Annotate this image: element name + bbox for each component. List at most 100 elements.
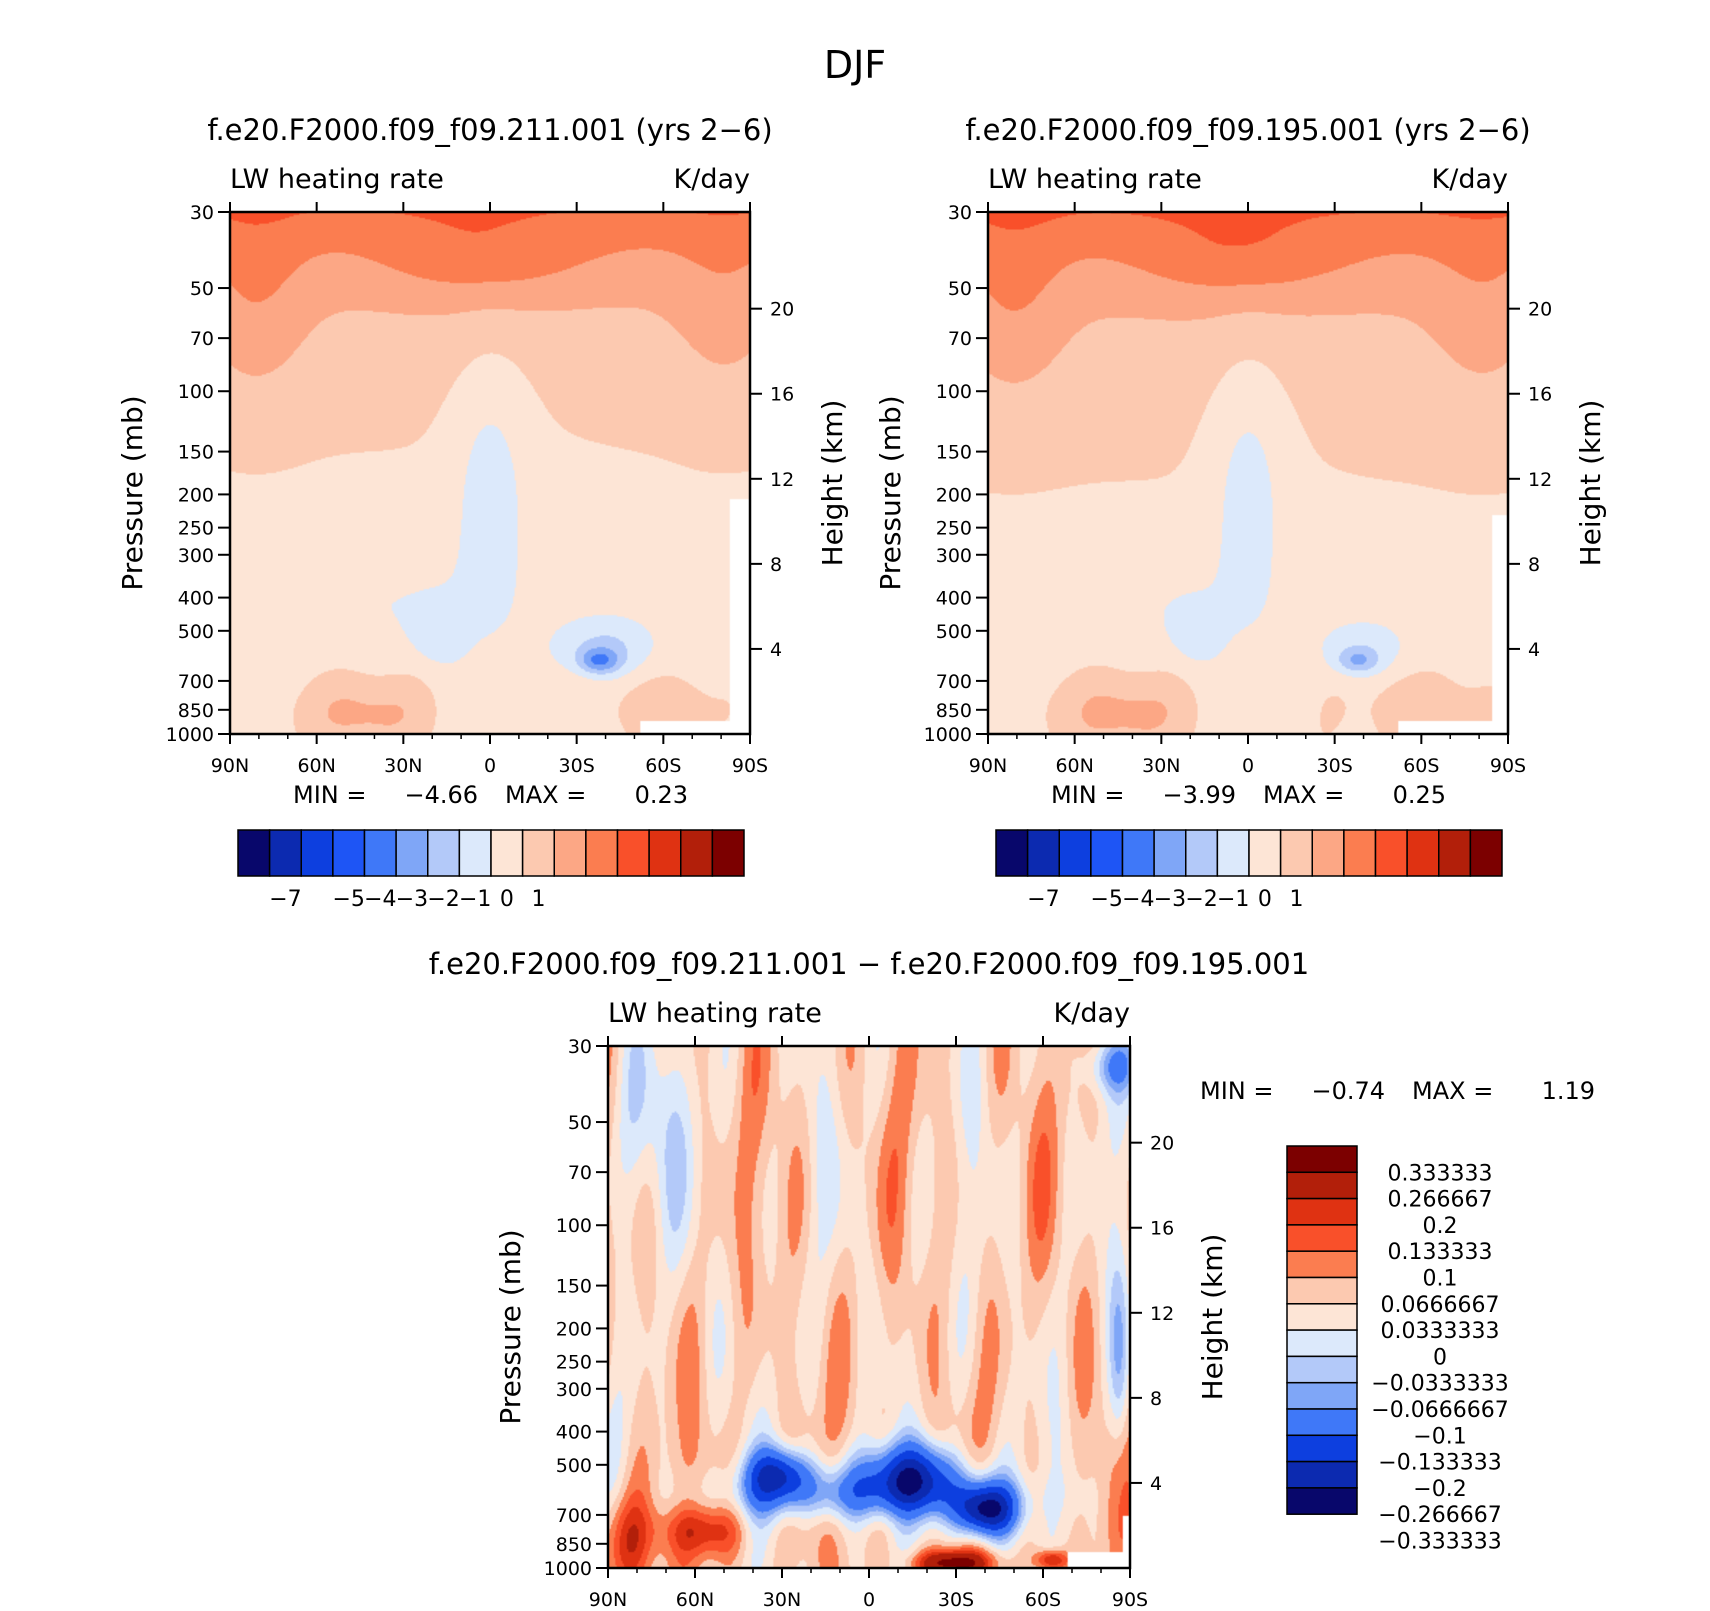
colorbar-box bbox=[1286, 1381, 1358, 1410]
colorbar-box bbox=[1286, 1197, 1358, 1226]
colorbar-box bbox=[1406, 829, 1440, 877]
colorbar-label: −4 bbox=[364, 887, 396, 912]
panel-units-label: K/day bbox=[1054, 998, 1130, 1029]
colorbar-box bbox=[1216, 829, 1250, 877]
colorbar-box bbox=[427, 829, 461, 877]
x-tick-label: 60S bbox=[1403, 755, 1439, 777]
colorbar-box bbox=[332, 829, 366, 877]
x-tick-label: 30N bbox=[384, 755, 422, 777]
y-tick-label: 150 bbox=[178, 442, 214, 464]
y-tick-label: 200 bbox=[936, 484, 972, 506]
x-tick-label: 90S bbox=[732, 755, 768, 777]
colorbar-box bbox=[1090, 829, 1124, 877]
colorbar-box bbox=[1286, 1145, 1358, 1174]
y-tick-label: 150 bbox=[936, 442, 972, 464]
y-axis-title: Pressure (mb) bbox=[116, 395, 149, 590]
y2-tick-label: 8 bbox=[770, 554, 782, 576]
y-tick-label: 700 bbox=[178, 671, 214, 693]
colorbar-box bbox=[553, 829, 587, 877]
colorbar-box bbox=[1248, 829, 1282, 877]
colorbar-box bbox=[1286, 1487, 1358, 1515]
colorbar-label: −1 bbox=[459, 887, 491, 912]
colorbar-label: −4 bbox=[1122, 887, 1154, 912]
colorbar-box bbox=[1286, 1434, 1358, 1463]
colorbar-box bbox=[1286, 1329, 1358, 1358]
colorbar-label: −0.0333333 bbox=[1371, 1372, 1508, 1397]
colorbar-label: 0 bbox=[1433, 1345, 1447, 1370]
colorbar-box bbox=[1286, 1276, 1358, 1305]
colorbar-label: −0.2 bbox=[1413, 1477, 1466, 1502]
colorbar-label: −0.0666667 bbox=[1371, 1398, 1508, 1423]
colorbar-label: −7 bbox=[1027, 887, 1059, 912]
y-tick-label: 400 bbox=[556, 1422, 592, 1444]
x-tick-label: 0 bbox=[1242, 755, 1254, 777]
colorbar-box bbox=[490, 829, 524, 877]
x-tick-label: 30S bbox=[1317, 755, 1353, 777]
colorbar-box bbox=[237, 829, 271, 877]
min-label: MIN = bbox=[1200, 1077, 1273, 1105]
y-tick-label: 50 bbox=[190, 278, 214, 300]
y2-tick-label: 4 bbox=[770, 639, 782, 661]
x-tick-label: 60S bbox=[1025, 1589, 1061, 1611]
y-tick-label: 50 bbox=[568, 1112, 592, 1134]
y2-tick-label: 12 bbox=[1150, 1303, 1174, 1325]
colorbar-box bbox=[995, 829, 1029, 877]
colorbar-label: 0.333333 bbox=[1388, 1161, 1493, 1186]
min-label: MIN = bbox=[1051, 781, 1124, 809]
colorbar-box bbox=[1311, 829, 1345, 877]
colorbar-box bbox=[1153, 829, 1187, 877]
colorbar-label: −2 bbox=[1185, 887, 1217, 912]
x-tick-label: 60N bbox=[1055, 755, 1093, 777]
panel-panel_model_a: f.e20.F2000.f09_f09.211.001 (yrs 2−6) LW … bbox=[116, 113, 849, 912]
y-tick-label: 500 bbox=[936, 621, 972, 643]
colorbar-label: −0.266667 bbox=[1378, 1503, 1501, 1528]
panel-left-label: LW heating rate bbox=[988, 164, 1202, 195]
y2-tick-label: 16 bbox=[1528, 384, 1552, 406]
y-tick-label: 850 bbox=[936, 700, 972, 722]
y-tick-label: 30 bbox=[568, 1036, 592, 1058]
x-tick-label: 30N bbox=[1142, 755, 1180, 777]
colorbar-box bbox=[1438, 829, 1472, 877]
x-tick-label: 60S bbox=[645, 755, 681, 777]
colorbar-label: 0.0666667 bbox=[1381, 1293, 1500, 1318]
colorbar-label: 1 bbox=[531, 887, 545, 912]
colorbar-box bbox=[1286, 1250, 1358, 1279]
colorbar-box bbox=[1343, 829, 1377, 877]
colorbar-box bbox=[1374, 829, 1408, 877]
colorbar-box bbox=[395, 829, 429, 877]
colorbar-box bbox=[1286, 1355, 1358, 1384]
y2-axis-title: Height (km) bbox=[1196, 1234, 1229, 1401]
min-value: −4.66 bbox=[404, 781, 478, 809]
y2-axis-title: Height (km) bbox=[1574, 400, 1607, 567]
colorbar-box bbox=[458, 829, 492, 877]
y-tick-label: 30 bbox=[190, 202, 214, 224]
panel-panel_model_b: f.e20.F2000.f09_f09.195.001 (yrs 2−6) LW … bbox=[874, 113, 1607, 912]
y2-tick-label: 8 bbox=[1528, 554, 1540, 576]
x-tick-label: 60N bbox=[297, 755, 335, 777]
x-tick-label: 60N bbox=[676, 1589, 714, 1611]
colorbar-label: −7 bbox=[269, 887, 301, 912]
panel-panel_diff: f.e20.F2000.f09_f09.211.001 − f.e20.F200… bbox=[429, 947, 1595, 1611]
colorbar-label: −3 bbox=[396, 887, 428, 912]
panel-title: f.e20.F2000.f09_f09.195.001 (yrs 2−6) bbox=[965, 113, 1530, 147]
panel-units-label: K/day bbox=[1432, 164, 1508, 195]
colorbar-box bbox=[1286, 1224, 1358, 1252]
colorbar-label: 0.0333333 bbox=[1381, 1319, 1500, 1344]
panel-left-label: LW heating rate bbox=[230, 164, 444, 195]
y-tick-label: 850 bbox=[178, 700, 214, 722]
y-tick-label: 700 bbox=[936, 671, 972, 693]
x-tick-label: 90N bbox=[589, 1589, 627, 1611]
panel-title: f.e20.F2000.f09_f09.211.001 − f.e20.F200… bbox=[429, 947, 1309, 981]
colorbar-label: −5 bbox=[1090, 887, 1122, 912]
max-label: MAX = bbox=[1412, 1077, 1493, 1105]
max-value: 0.25 bbox=[1393, 781, 1446, 809]
y-tick-label: 1000 bbox=[544, 1558, 592, 1580]
panel-title: f.e20.F2000.f09_f09.211.001 (yrs 2−6) bbox=[207, 113, 772, 147]
panel-left-label: LW heating rate bbox=[608, 998, 822, 1029]
colorbar-label: −0.1 bbox=[1413, 1424, 1466, 1449]
y2-tick-label: 20 bbox=[1150, 1133, 1174, 1155]
y-tick-label: 100 bbox=[936, 381, 972, 403]
colorbar-label: 0 bbox=[500, 887, 514, 912]
y-tick-label: 200 bbox=[556, 1318, 592, 1340]
y-tick-label: 100 bbox=[178, 381, 214, 403]
